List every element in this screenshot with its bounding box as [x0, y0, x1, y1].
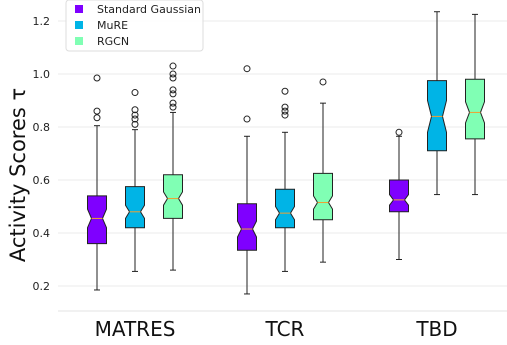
box-body: [275, 188, 295, 229]
box-tcr-standard-gaussian: [237, 65, 257, 295]
box-body: [237, 203, 257, 251]
outlier-point: [131, 89, 139, 97]
box-tcr-rgcn: [313, 78, 333, 263]
y-tick-label: 0.2: [33, 280, 51, 293]
outlier-point: [281, 107, 289, 115]
legend-swatch: [75, 21, 83, 29]
legend-swatch: [75, 37, 83, 45]
outlier-point: [169, 99, 177, 107]
y-tick-labels: 0.2 0.4 0.6 0.8 1.0 1.2: [33, 15, 51, 293]
box-matres-mure: [125, 89, 145, 272]
y-axis-title: Activity Scores τ: [6, 88, 30, 262]
outlier-point: [169, 74, 177, 82]
outlier-point: [169, 86, 177, 94]
outlier-point: [243, 115, 251, 123]
box-body: [389, 179, 409, 213]
category-label: TBD: [415, 317, 457, 341]
outlier-point: [131, 111, 139, 119]
outlier-point: [93, 107, 101, 115]
outlier-point: [131, 106, 139, 114]
legend: Standard Gaussian MuRE RGCN: [65, 0, 204, 52]
outlier-point: [243, 65, 251, 73]
outlier-point: [93, 74, 101, 82]
outlier-point: [169, 70, 177, 78]
category-label: MATRES: [95, 317, 176, 341]
box-body: [87, 195, 107, 245]
legend-label: RGCN: [97, 35, 129, 48]
outlier-point: [281, 103, 289, 111]
legend-swatch: [75, 5, 83, 13]
outlier-point: [281, 111, 289, 119]
outlier-point: [281, 87, 289, 95]
box-body: [313, 172, 333, 221]
category-label: TCR: [265, 317, 305, 341]
outlier-point: [131, 120, 139, 128]
box-groups: [87, 11, 485, 295]
outlier-point: [93, 114, 101, 122]
box-tbd-rgcn: [465, 13, 485, 196]
grid-lines: [58, 20, 507, 312]
box-matres-rgcn: [163, 62, 183, 271]
y-tick-label: 0.4: [33, 227, 51, 240]
box-body: [163, 174, 183, 219]
box-tbd-mure: [427, 11, 447, 196]
box-tbd-standard-gaussian: [389, 128, 409, 260]
outlier-point: [169, 90, 177, 98]
box-body: [427, 80, 447, 152]
outlier-point: [395, 128, 403, 136]
category-labels: MATRES TCR TBD: [95, 317, 458, 341]
y-tick-label: 1.0: [33, 68, 51, 81]
box-body: [125, 186, 145, 229]
box-tcr-mure: [275, 87, 295, 272]
y-tick-label: 0.8: [33, 121, 51, 134]
box-matres-standard-gaussian: [87, 74, 107, 291]
outlier-point: [169, 62, 177, 70]
outlier-point: [131, 115, 139, 123]
legend-box: [65, 0, 204, 52]
outlier-point: [169, 103, 177, 111]
box-body: [465, 78, 485, 140]
legend-label: MuRE: [97, 19, 128, 32]
y-tick-label: 0.6: [33, 174, 51, 187]
y-tick-label: 1.2: [33, 15, 51, 28]
outlier-point: [319, 78, 327, 86]
legend-label: Standard Gaussian: [97, 3, 201, 16]
